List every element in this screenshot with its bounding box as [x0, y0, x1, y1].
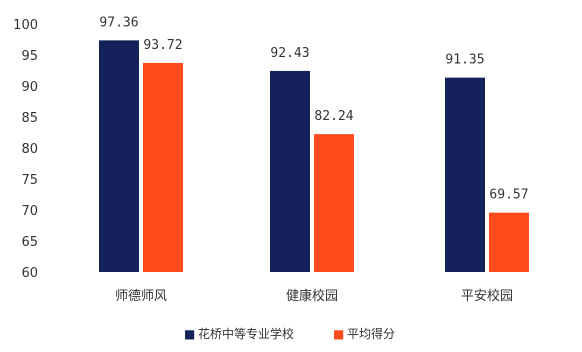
y-tick-label: 75 — [21, 173, 38, 188]
bar-school-0 — [99, 40, 139, 273]
y-tick-label: 90 — [21, 80, 38, 95]
legend-marker: ■ — [333, 327, 344, 341]
data-label: 92.43 — [270, 46, 309, 61]
legend-marker: ■ — [184, 327, 195, 341]
y-tick-label: 95 — [21, 49, 38, 64]
data-label: 91.35 — [445, 53, 484, 68]
y-tick-label: 65 — [21, 235, 38, 250]
bar-group — [99, 40, 529, 273]
y-tick-label: 60 — [21, 266, 38, 281]
legend-label: 平均得分 — [347, 326, 395, 341]
data-label: 97.36 — [99, 15, 138, 30]
category-label: 健康校园 — [286, 288, 338, 304]
bar-average-2 — [489, 212, 529, 272]
bar-average-0 — [143, 62, 183, 272]
y-tick-label: 85 — [21, 111, 38, 126]
bar-school-1 — [270, 70, 310, 273]
data-label: 69.57 — [489, 188, 528, 203]
y-tick-label: 80 — [21, 142, 38, 157]
data-label: 82.24 — [314, 109, 353, 124]
data-label-group: 97.36 92.43 91.35 93.72 82.24 69.57 — [99, 15, 528, 202]
legend-label: 花桥中等专业学校 — [198, 326, 294, 341]
category-label: 师德师风 — [115, 289, 167, 304]
legend: ■ 花桥中等专业学校 ■ 平均得分 — [184, 326, 395, 341]
bar-school-2 — [445, 77, 485, 272]
bar-average-1 — [314, 134, 354, 272]
y-tick-label: 100 — [13, 18, 38, 33]
y-tick-label: 70 — [21, 204, 38, 219]
data-label: 93.72 — [143, 38, 182, 53]
x-axis: 师德师风 健康校园 平安校园 — [115, 288, 513, 304]
y-axis: 60 65 70 75 80 85 90 95 100 — [13, 18, 38, 281]
category-label: 平安校园 — [461, 288, 513, 304]
